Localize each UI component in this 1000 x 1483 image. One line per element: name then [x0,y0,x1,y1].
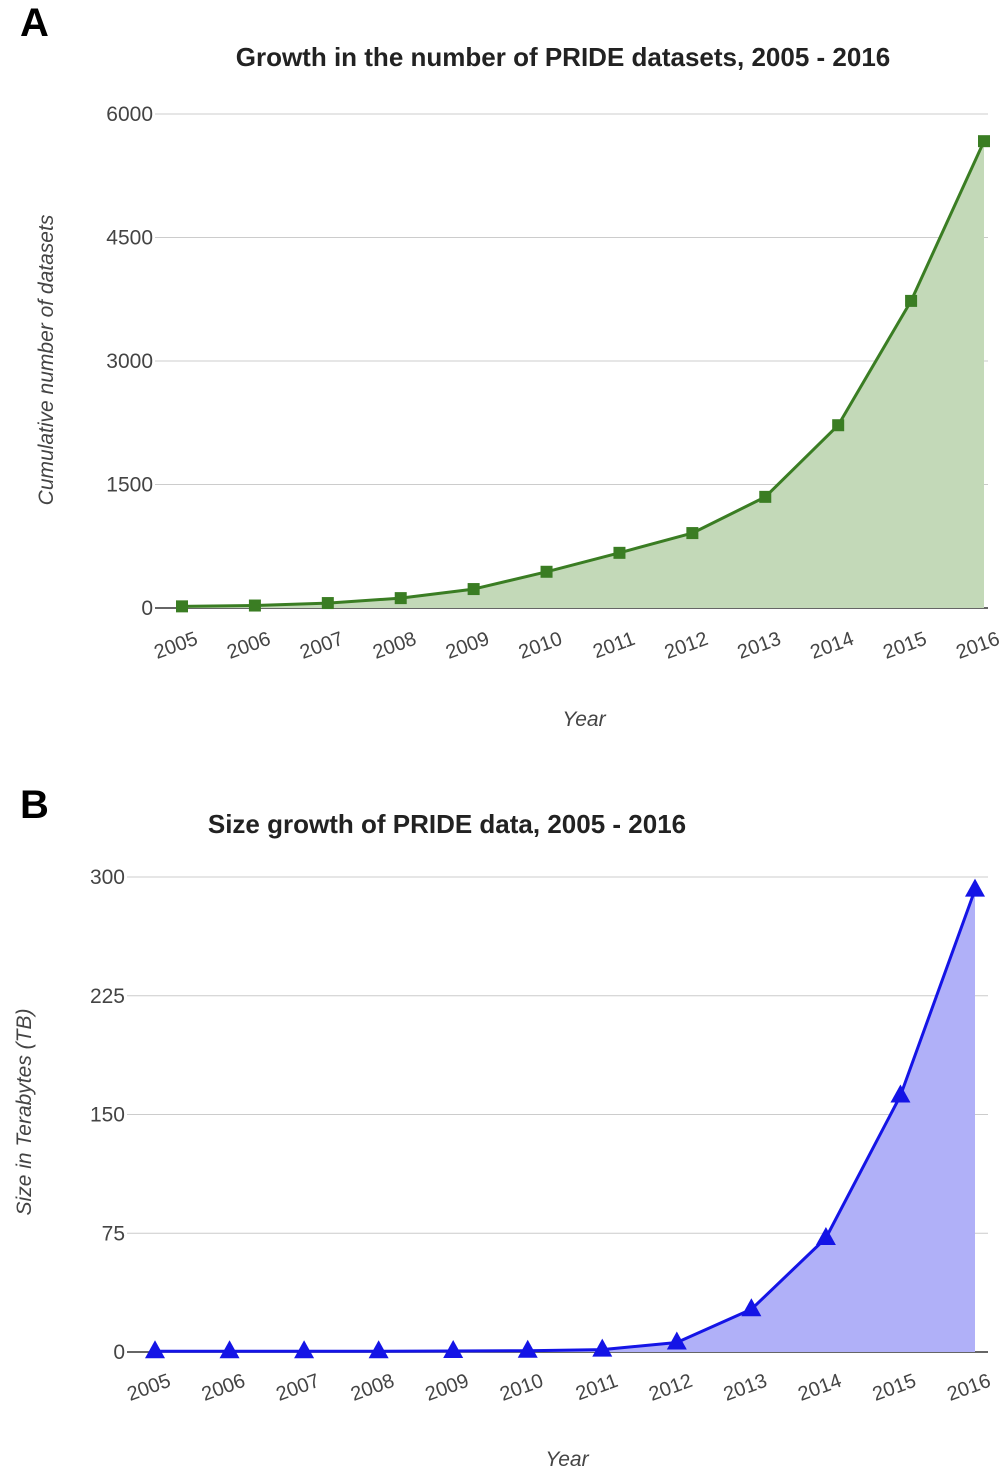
data-point [248,599,261,612]
x-tick-label: 2010 [497,1370,546,1406]
x-tick-label: 2011 [573,1370,621,1405]
data-point [540,565,553,578]
x-tick-label: 2015 [870,1370,919,1406]
data-point [686,527,699,540]
y-tick-label: 4500 [106,227,153,250]
y-tick-label: 0 [113,1341,125,1364]
x-tick-label: 2007 [273,1370,322,1406]
data-point [890,1084,911,1103]
chart-title-b: Size growth of PRIDE data, 2005 - 2016 [208,809,686,839]
x-tick-label: 2012 [646,1370,695,1406]
panel-letter-a: A [20,1,49,45]
y-tick-label: 150 [90,1104,125,1127]
x-tick-label: 2016 [944,1370,993,1406]
x-tick-label: 2010 [516,628,565,664]
y-ticks-b: 0 75 150 225 300 [90,866,125,1364]
data-point [666,1331,687,1350]
x-tick-label: 2005 [124,1370,173,1406]
x-axis-title-a: Year [562,708,606,731]
y-tick-label: 3000 [106,350,153,373]
area-fill-a [182,141,984,608]
data-point [467,583,480,596]
panel-a: A Growth in the number of PRIDE datasets… [20,1,1000,731]
chart-title-a: Growth in the number of PRIDE datasets, … [236,42,891,72]
y-tick-label: 0 [141,597,153,620]
series-line-b [155,889,977,1353]
data-point [741,1298,762,1317]
data-point [368,1340,389,1359]
y-tick-label: 300 [90,866,125,889]
x-tick-label: 2012 [662,628,711,664]
x-tick-label: 2005 [151,628,200,664]
x-tick-label: 2006 [224,628,273,664]
series-line-a [181,140,986,608]
panel-letter-b: B [20,783,49,827]
data-point [394,592,407,605]
data-point [294,1340,315,1359]
y-ticks-a: 0 1500 3000 4500 6000 [106,103,153,620]
x-tick-label: 2014 [795,1370,844,1406]
area-fill-b [155,889,975,1352]
x-tick-label: 2006 [199,1370,248,1406]
panel-b: B Size growth of PRIDE data, 2005 - 2016… [13,783,994,1471]
y-tick-label: 225 [90,985,125,1008]
markers-a [176,135,990,613]
data-point [815,1227,836,1245]
x-tick-label: 2013 [721,1370,770,1406]
markers-b [145,878,985,1359]
y-tick-label: 6000 [106,103,153,126]
x-tick-label: 2015 [880,628,929,664]
x-tick-label: 2008 [348,1370,397,1406]
x-ticks-a: 2005 2006 2007 2008 2009 2010 2011 2012 2013 2014… [151,628,1000,664]
x-tick-label: 2011 [590,628,638,663]
data-point [832,419,845,432]
x-tick-label: 2016 [953,628,1000,664]
data-point [145,1340,165,1359]
data-point [321,597,334,610]
y-tick-label: 1500 [106,474,153,497]
y-tick-label: 75 [102,1222,125,1245]
data-point [978,135,990,148]
x-tick-label: 2014 [807,628,856,664]
data-point [443,1340,464,1359]
data-point [965,878,985,897]
data-point [613,546,626,559]
data-point [592,1338,613,1357]
data-point [219,1340,240,1359]
data-point [759,490,772,503]
x-tick-label: 2007 [297,628,346,664]
x-tick-label: 2009 [443,628,492,664]
y-axis-title-a: Cumulative number of datasets [35,214,58,505]
data-point [176,600,188,613]
x-tick-label: 2008 [370,628,419,664]
x-ticks-b: 2005 2006 2007 2008 2009 2010 2011 2012 2013 2014… [124,1370,993,1406]
data-point [517,1339,538,1358]
data-point [905,294,918,307]
x-tick-label: 2009 [422,1370,471,1406]
x-tick-label: 2013 [735,628,784,664]
x-axis-title-b: Year [545,1448,589,1471]
y-axis-title-b: Size in Terabytes (TB) [13,1009,36,1216]
